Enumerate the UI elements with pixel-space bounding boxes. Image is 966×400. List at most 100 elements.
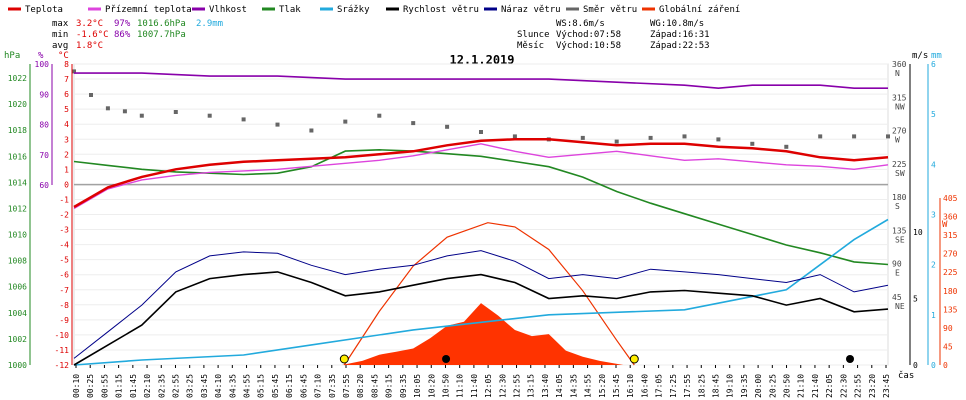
x-tick-label: 14:35 — [569, 374, 578, 398]
legend-label: Směr větru — [583, 5, 637, 15]
mm-tick-label: 6 — [931, 60, 936, 69]
x-tick-label: 00:55 — [100, 374, 109, 398]
x-tick-label: 22:05 — [825, 374, 834, 398]
astro-sun-label: Slunce — [517, 30, 550, 40]
x-tick-label: 19:35 — [740, 374, 749, 398]
x-tick-label: 07:10 — [314, 374, 323, 398]
ms-axis-header: m/s — [912, 51, 928, 61]
wind-direction-point — [818, 134, 823, 139]
time-axis-header: čas — [898, 370, 914, 381]
chart-title: 12.1.2019 — [449, 53, 514, 67]
wind-direction-point — [105, 106, 110, 111]
axes: 1022102010181016101410121010100810061004… — [8, 60, 958, 370]
wind-direction-point — [377, 113, 382, 118]
x-tick-label: 08:45 — [370, 374, 379, 398]
x-tick-label: 12:55 — [513, 374, 522, 398]
degc-tick-label: 8 — [64, 60, 69, 69]
astro-wg: WG:10.8m/s — [650, 19, 704, 29]
wind-direction-point — [886, 134, 890, 139]
hpa-tick-label: 1004 — [8, 309, 27, 318]
pct-tick-label: 80 — [39, 121, 49, 130]
direction-tick-label: 270 — [892, 127, 907, 136]
degc-tick-label: -10 — [55, 331, 70, 340]
x-tick-label: 12:05 — [484, 374, 493, 398]
x-tick-label: 11:10 — [456, 374, 465, 398]
direction-tick-label: 45 — [892, 293, 902, 302]
degc-tick-label: -11 — [55, 346, 70, 355]
legend-label: Globální záření — [659, 5, 740, 15]
x-tick-label: 14:55 — [584, 374, 593, 398]
stats-max-rain: 2.9mm — [196, 19, 223, 29]
wind-gust-line — [73, 250, 889, 359]
x-tick-label: 10:20 — [427, 374, 436, 398]
x-tick-label: 02:10 — [143, 374, 152, 398]
ms-tick-label: 0 — [913, 361, 918, 370]
x-tick-label: 10:05 — [413, 374, 422, 398]
x-tick-label: 12:30 — [498, 374, 507, 398]
degc-tick-label: 0 — [64, 180, 69, 189]
x-tick-label: 17:05 — [655, 374, 664, 398]
degc-tick-label: -8 — [59, 301, 69, 310]
x-tick-label: 19:10 — [726, 374, 735, 398]
x-tick-label: 17:25 — [669, 374, 678, 398]
wind-direction-point — [275, 122, 280, 127]
x-tick-label: 13:40 — [541, 374, 550, 398]
ground-temperature-line — [73, 143, 889, 210]
mm-tick-label: 4 — [931, 160, 936, 169]
wind-direction-point — [173, 110, 178, 114]
degc-tick-label: 5 — [64, 105, 69, 114]
x-tick-label: 18:25 — [697, 374, 706, 398]
x-tick-label: 04:35 — [228, 374, 237, 398]
w-tick-label: 180 — [943, 287, 958, 296]
hpa-tick-label: 1008 — [8, 257, 27, 266]
astro-moon-set: Západ:22:53 — [650, 41, 710, 51]
w-tick-label: 405 — [943, 194, 958, 203]
x-tick-label: 05:15 — [257, 374, 266, 398]
x-tick-label: 14:05 — [555, 374, 564, 398]
x-tick-label: 07:55 — [342, 374, 351, 398]
direction-tick-label: SW — [895, 169, 905, 178]
mm-axis-header: mm — [931, 51, 942, 61]
direction-tick-label: 135 — [892, 226, 907, 235]
pct-axis-header: % — [38, 51, 44, 61]
legend-label: Rychlost větru — [403, 5, 479, 15]
stats-avg-label: avg — [52, 41, 68, 51]
x-tick-label: 00:10 — [72, 374, 81, 398]
x-tick-label: 18:45 — [711, 374, 720, 398]
hpa-tick-label: 1020 — [8, 100, 27, 109]
x-tick-label: 04:10 — [214, 374, 223, 398]
wind-speed-line — [73, 271, 889, 366]
wind-direction-point — [580, 135, 585, 140]
wind-direction-series — [72, 69, 890, 149]
astro-ws: WS:8.6m/s — [556, 19, 605, 29]
degc-tick-label: -3 — [59, 226, 69, 235]
wind-direction-point — [445, 124, 450, 129]
x-tick-label: 16:10 — [626, 374, 635, 398]
x-tick-label: 04:55 — [243, 374, 252, 398]
degc-tick-label: -1 — [59, 195, 69, 204]
wind-direction-point — [309, 128, 314, 133]
stats-min-hum: 86% — [114, 30, 131, 40]
direction-tick-label: 180 — [892, 193, 907, 202]
direction-tick-label: 90 — [892, 260, 902, 269]
mm-tick-label: 3 — [931, 211, 936, 220]
hpa-tick-label: 1016 — [8, 152, 27, 161]
astro-sun-set: Západ:16:31 — [650, 30, 710, 40]
temperature-line — [73, 138, 889, 209]
w-tick-label: 225 — [943, 268, 958, 277]
degc-tick-label: 4 — [64, 120, 69, 129]
w-tick-label: 270 — [943, 250, 958, 259]
wind-direction-point — [72, 69, 76, 74]
stats-max-label: max — [52, 19, 69, 29]
ms-tick-label: 5 — [913, 295, 918, 304]
direction-tick-label: SE — [895, 235, 905, 244]
wind-direction-point — [852, 134, 857, 139]
x-tick-label: 02:35 — [157, 374, 166, 398]
wind-direction-point — [784, 144, 789, 149]
hpa-tick-label: 1002 — [8, 335, 27, 344]
legend-label: Náraz větru — [501, 5, 561, 15]
legend-label: Vlhkost — [209, 5, 247, 15]
moonset-marker — [846, 355, 855, 363]
